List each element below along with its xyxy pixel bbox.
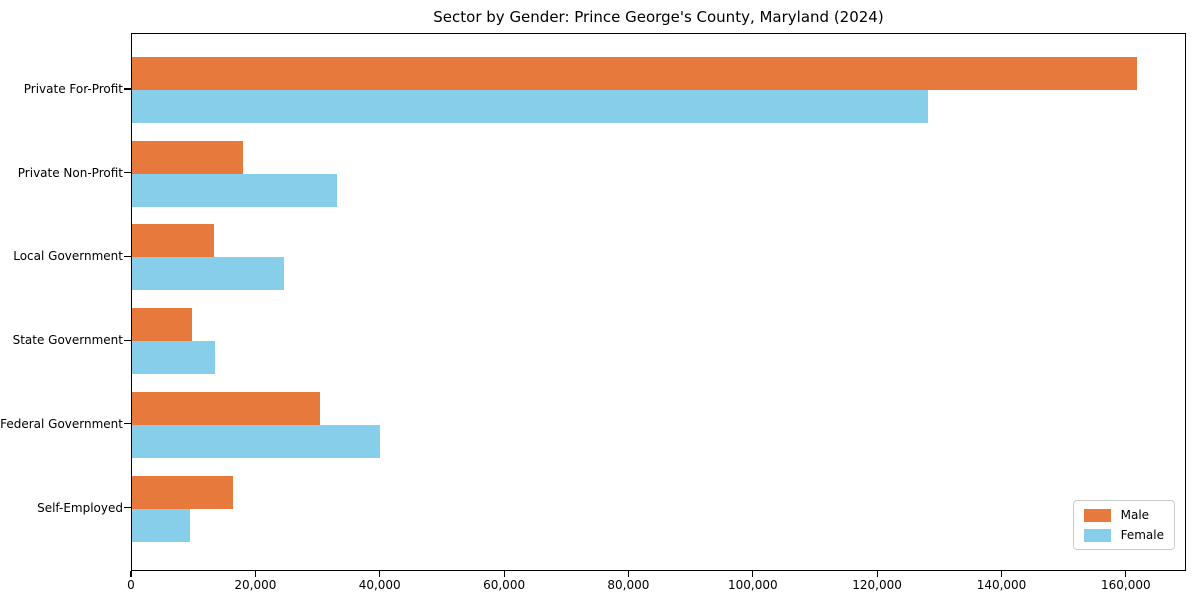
female-swatch-icon — [1083, 528, 1111, 542]
x-tick-label: 40,000 — [358, 578, 401, 592]
x-tick-label: 140,000 — [976, 578, 1027, 592]
x-tick-label: 120,000 — [852, 578, 902, 592]
legend: Male Female — [1072, 500, 1175, 550]
y-tick-label: Private Non-Profit — [17, 165, 123, 180]
male-swatch-icon — [1083, 508, 1111, 522]
bar-male-2 — [132, 140, 244, 174]
y-tick-mark — [124, 339, 131, 341]
bar-male-6 — [132, 475, 234, 509]
bar-male-5 — [132, 391, 321, 425]
x-tick-label: 100,000 — [727, 578, 778, 592]
x-tick-label: 160,000 — [1100, 578, 1151, 592]
x-tick-label: 20,000 — [234, 578, 277, 592]
x-tick-mark — [503, 571, 505, 577]
x-tick-mark — [627, 571, 629, 577]
x-tick-mark — [752, 571, 754, 577]
legend-row-female: Female — [1083, 528, 1164, 542]
legend-label-male: Male — [1120, 508, 1150, 522]
y-tick-mark — [124, 423, 131, 425]
y-tick-mark — [124, 88, 131, 90]
bar-female-2 — [132, 173, 338, 207]
x-tick-mark — [1000, 571, 1003, 577]
x-tick-label: 60,000 — [483, 578, 526, 592]
x-tick-label: 0 — [127, 578, 135, 592]
bar-female-6 — [132, 508, 191, 542]
x-tick-mark — [1125, 571, 1127, 577]
y-tick-mark — [124, 172, 131, 174]
y-tick-label: Local Government — [13, 249, 123, 264]
plot-area: Male Female — [131, 33, 1186, 571]
y-tick-label: Private For-Profit — [23, 82, 123, 96]
x-tick-mark — [876, 571, 878, 577]
bar-female-4 — [132, 341, 215, 375]
y-tick-mark — [124, 506, 131, 509]
bar-male-4 — [132, 308, 193, 342]
chart-title: Sector by Gender: Prince George's County… — [433, 8, 884, 26]
x-tick-label: 80,000 — [607, 578, 650, 592]
y-tick-label: Federal Government — [0, 416, 123, 431]
y-tick-label: Self-Employed — [37, 500, 123, 515]
bar-male-3 — [132, 224, 215, 258]
legend-row-male: Male — [1083, 508, 1164, 522]
y-tick-label: State Government — [12, 333, 123, 348]
x-tick-mark — [254, 571, 256, 577]
bar-female-3 — [132, 257, 285, 291]
y-tick-mark — [124, 255, 131, 257]
x-tick-mark — [130, 571, 132, 577]
bar-female-5 — [132, 424, 380, 458]
bar-male-1 — [132, 57, 1137, 90]
x-tick-mark — [379, 571, 381, 577]
legend-label-female: Female — [1120, 528, 1164, 542]
bar-female-1 — [132, 90, 928, 123]
